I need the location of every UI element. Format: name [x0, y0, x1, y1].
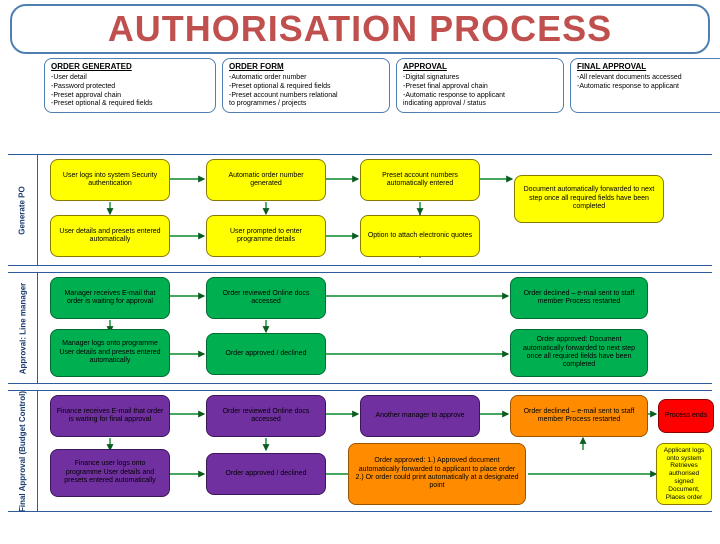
stage-order-generated: ORDER GENERATED -User detail -Password p…	[44, 58, 216, 113]
step-fin-approve-decline: Order approved / declined	[206, 453, 326, 495]
step-user-presets: User details and presets entered automat…	[50, 215, 170, 257]
step-forward-doc: Document automatically forwarded to next…	[514, 175, 664, 223]
step-mgr-email: Manager receives E-mail that order is wa…	[50, 277, 170, 319]
step-order-reviewed: Order reviewed Online docs accessed	[206, 277, 326, 319]
step-mgr-login: Manager logs onto programme User details…	[50, 329, 170, 377]
stage-final-approval: FINAL APPROVAL -All relevant documents a…	[570, 58, 720, 113]
step-attach-quotes: Option to attach electronic quotes	[360, 215, 480, 257]
step-fin-declined: Order declined – e-mail sent to staff me…	[510, 395, 648, 437]
stage-row: ORDER GENERATED -User detail -Password p…	[44, 58, 712, 113]
step-order-number: Automatic order number generated	[206, 159, 326, 201]
step-process-ends: Process ends	[658, 399, 714, 433]
step-applicant-retrieves: Applicant logs onto system Retrieves aut…	[656, 443, 712, 505]
step-login: User logs into system Security authentic…	[50, 159, 170, 201]
swimlanes: Generate PO User logs into system Securi…	[8, 154, 712, 538]
step-fin-login: Finance user logs onto programme User de…	[50, 449, 170, 497]
stage-order-form: ORDER FORM -Automatic order number -Pres…	[222, 58, 390, 113]
stage-approval: APPROVAL -Digital signatures -Preset fin…	[396, 58, 564, 113]
lane-generate-po: Generate PO User logs into system Securi…	[8, 154, 712, 266]
stage-header: ORDER GENERATED	[51, 62, 209, 72]
lane-final-approval: Final Approval (Budget Control) Finance …	[8, 390, 712, 512]
step-order-approved-options: Order approved: 1.) Approved document au…	[348, 443, 526, 505]
lane-approval-manager: Approval: Line manager Manager receives …	[8, 272, 712, 384]
step-another-mgr: Another manager to approve	[360, 395, 480, 437]
step-approve-decline: Order approved / declined	[206, 333, 326, 375]
step-fin-review: Order reviewed Online docs accessed	[206, 395, 326, 437]
step-account-numbers: Preset account numbers automatically ent…	[360, 159, 480, 201]
step-prog-details: User prompted to enter programme details	[206, 215, 326, 257]
lane-label: Final Approval (Budget Control)	[8, 391, 38, 511]
lane-label: Generate PO	[8, 155, 38, 265]
step-order-approved-fwd: Order approved: Document automatically f…	[510, 329, 648, 377]
title-container: AUTHORISATION PROCESS	[10, 4, 710, 54]
page-title: AUTHORISATION PROCESS	[12, 8, 708, 50]
step-fin-email: Finance receives E-mail that order is wa…	[50, 395, 170, 437]
step-order-declined: Order declined – e-mail sent to staff me…	[510, 277, 648, 319]
lane-label: Approval: Line manager	[8, 273, 38, 383]
